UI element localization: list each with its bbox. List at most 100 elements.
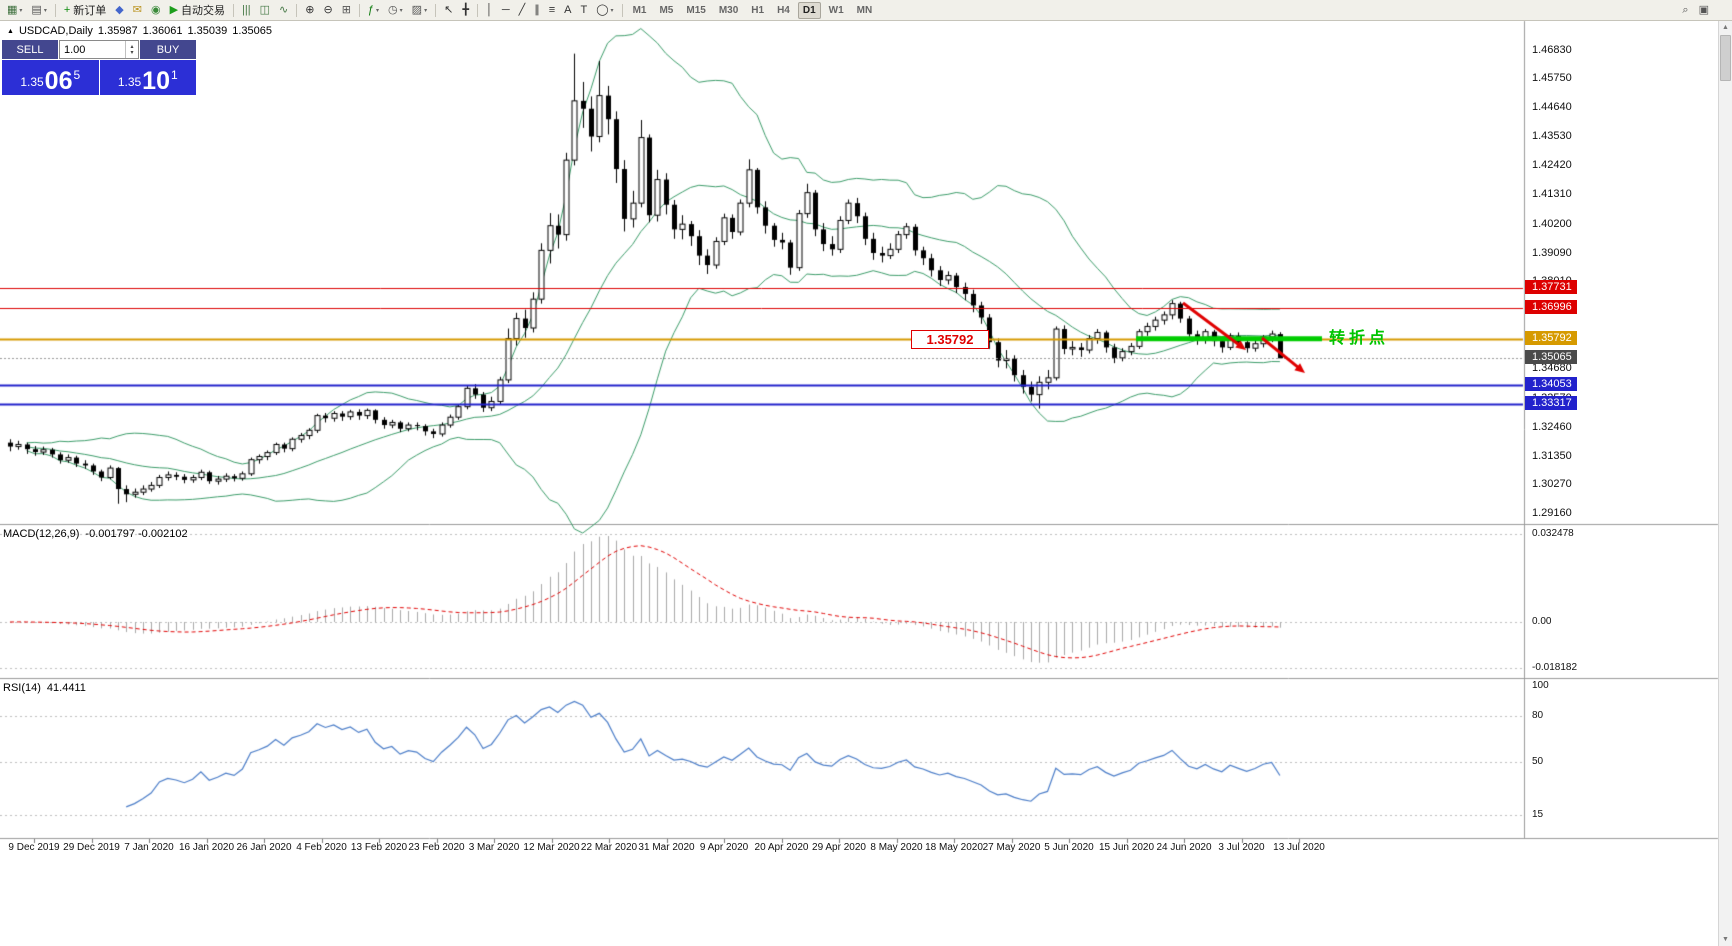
crosshair-icon[interactable]: ╋ [458, 2, 473, 19]
volume-up-icon[interactable]: ▴ [130, 43, 134, 50]
volume-input[interactable] [60, 43, 125, 56]
macd-name: MACD(12,26,9) [3, 528, 80, 540]
candlestick-chart-icon: ◫ [259, 3, 271, 16]
turning-point-label[interactable]: 转折点 [1329, 330, 1390, 347]
equidistant-channel-icon[interactable]: ∥ [530, 2, 544, 19]
timeframe-button-d1[interactable]: D1 [797, 1, 821, 19]
buy-button[interactable]: 1.35 10 1 [99, 60, 196, 95]
crosshair-icon: ╋ [462, 3, 469, 16]
sell-price-pip: 5 [73, 68, 81, 82]
window-layout-icon: ▣ [1698, 3, 1709, 16]
timeframe-button-h1[interactable]: H1 [751, 4, 765, 16]
new-chart-icon[interactable]: ▦ ▾ [3, 2, 26, 19]
quote-low: 1.35039 [187, 25, 228, 37]
zoom-out-icon[interactable]: ⊖ [319, 2, 336, 19]
autotrade-icon: ▶ [169, 3, 179, 16]
new-order-label: 新订单 [73, 5, 107, 17]
chart-marker-icon: ▲ [7, 27, 14, 35]
toolbar-separator [476, 3, 478, 17]
timeframe-button-m30[interactable]: M30 [718, 4, 739, 16]
tile-windows-icon: ⊞ [341, 3, 351, 16]
fibonacci-icon[interactable]: ≡ [545, 2, 559, 19]
zoom-in-icon[interactable]: ⊕ [301, 2, 318, 19]
volume-box: ▴ ▾ [59, 40, 139, 59]
bar-chart-icon[interactable]: ||| [238, 2, 255, 19]
rsi-indicator-label: RSI(14) 41.4411 [3, 682, 86, 694]
search-icon[interactable]: ⌕ [1678, 2, 1692, 19]
mail-icon: ✉ [132, 3, 142, 16]
candlestick-chart-icon[interactable]: ◫ [256, 2, 274, 19]
dropdown-arrow-icon: ▾ [399, 7, 403, 14]
dropdown-arrow-icon: ▾ [43, 7, 47, 14]
news-icon: ◉ [150, 3, 161, 16]
horizontal-line-icon[interactable]: ─ [498, 2, 514, 19]
scroll-up-icon[interactable]: ▲ [1722, 24, 1729, 31]
scroll-down-icon[interactable]: ▼ [1722, 936, 1729, 943]
rsi-name: RSI(14) [3, 682, 41, 694]
toolbar-separator [621, 3, 623, 17]
vertical-line-icon: │ [485, 3, 493, 16]
trendline-icon[interactable]: ╱ [515, 2, 530, 19]
macd-indicator-label: MACD(12,26,9) -0.001797 -0.002102 [3, 528, 188, 540]
arrows-icon[interactable]: ◯ ▾ [592, 2, 617, 19]
text-label-icon[interactable]: T [577, 2, 592, 19]
line-chart-icon: ∿ [279, 3, 289, 16]
templates-icon[interactable]: ▨ ▾ [408, 2, 431, 19]
timeframe-button-m15[interactable]: M15 [686, 4, 706, 16]
timeframe-button-w1[interactable]: W1 [828, 4, 844, 16]
window-layout-icon[interactable]: ▣ [1695, 2, 1713, 19]
arrows-icon: ◯ [596, 3, 609, 16]
volume-down-icon[interactable]: ▾ [130, 49, 134, 56]
dropdown-arrow-icon: ▾ [376, 7, 380, 14]
autotrade-label: 自动交易 [181, 5, 226, 17]
profiles-icon[interactable]: ▤ ▾ [27, 2, 50, 19]
text-icon: A [564, 3, 572, 16]
price-level-label[interactable]: 1.35792 [911, 330, 989, 349]
toolbar-separator [358, 3, 360, 17]
scrollbar-thumb[interactable] [1720, 35, 1731, 81]
volume-stepper[interactable]: ▴ ▾ [125, 41, 138, 58]
sell-button[interactable]: 1.35 06 5 [2, 60, 99, 95]
cursor-icon[interactable]: ↖ [440, 2, 457, 19]
timeframe-button-m5[interactable]: M5 [659, 4, 674, 16]
script-icon: ◆ [115, 3, 124, 16]
equidistant-channel-icon: ∥ [534, 3, 540, 16]
new-order-button[interactable]: + 新订单 [60, 2, 110, 19]
line-chart-icon[interactable]: ∿ [275, 2, 292, 19]
horizontal-line-icon: ─ [501, 3, 510, 16]
zoom-out-icon: ⊖ [323, 3, 333, 16]
periods-icon: ◷ [388, 3, 398, 16]
trendline-icon: ╱ [518, 3, 526, 16]
sell-label: SELL [2, 40, 58, 59]
new-chart-icon: ▦ [7, 3, 18, 16]
quote-close: 1.35065 [232, 25, 272, 37]
quote-open: 1.35987 [97, 25, 138, 37]
script-icon[interactable]: ◆ [111, 2, 127, 19]
dropdown-arrow-icon: ▾ [19, 7, 23, 14]
mail-icon[interactable]: ✉ [129, 2, 146, 19]
templates-icon: ▨ [411, 3, 423, 16]
toolbar-separator [54, 3, 56, 17]
timeframe-button-m1[interactable]: M1 [632, 4, 647, 16]
timeframe-button-h4[interactable]: H4 [777, 4, 790, 16]
sell-price-prefix: 1.35 [20, 75, 44, 89]
symbol-title: USDCAD,Daily [18, 25, 93, 37]
text-icon[interactable]: A [560, 2, 575, 19]
news-icon[interactable]: ◉ [147, 2, 165, 19]
buy-price-prefix: 1.35 [117, 75, 142, 89]
tile-windows-icon[interactable]: ⊞ [338, 2, 355, 19]
dropdown-arrow-icon: ▾ [610, 7, 614, 14]
vertical-scrollbar[interactable]: ▲ ▼ [1718, 21, 1732, 946]
toolbar-separator [296, 3, 298, 17]
text-label-icon: T [580, 3, 588, 16]
dropdown-arrow-icon: ▾ [424, 7, 428, 14]
fibonacci-icon: ≡ [548, 3, 556, 16]
autotrade-button[interactable]: ▶ 自动交易 [166, 2, 229, 19]
indicators-icon[interactable]: ƒ ▾ [364, 2, 383, 19]
periods-icon[interactable]: ◷ ▾ [384, 2, 407, 19]
toolbar-separator [435, 3, 437, 17]
vertical-line-icon[interactable]: │ [482, 2, 497, 19]
timeframe-button-mn[interactable]: MN [856, 4, 873, 16]
